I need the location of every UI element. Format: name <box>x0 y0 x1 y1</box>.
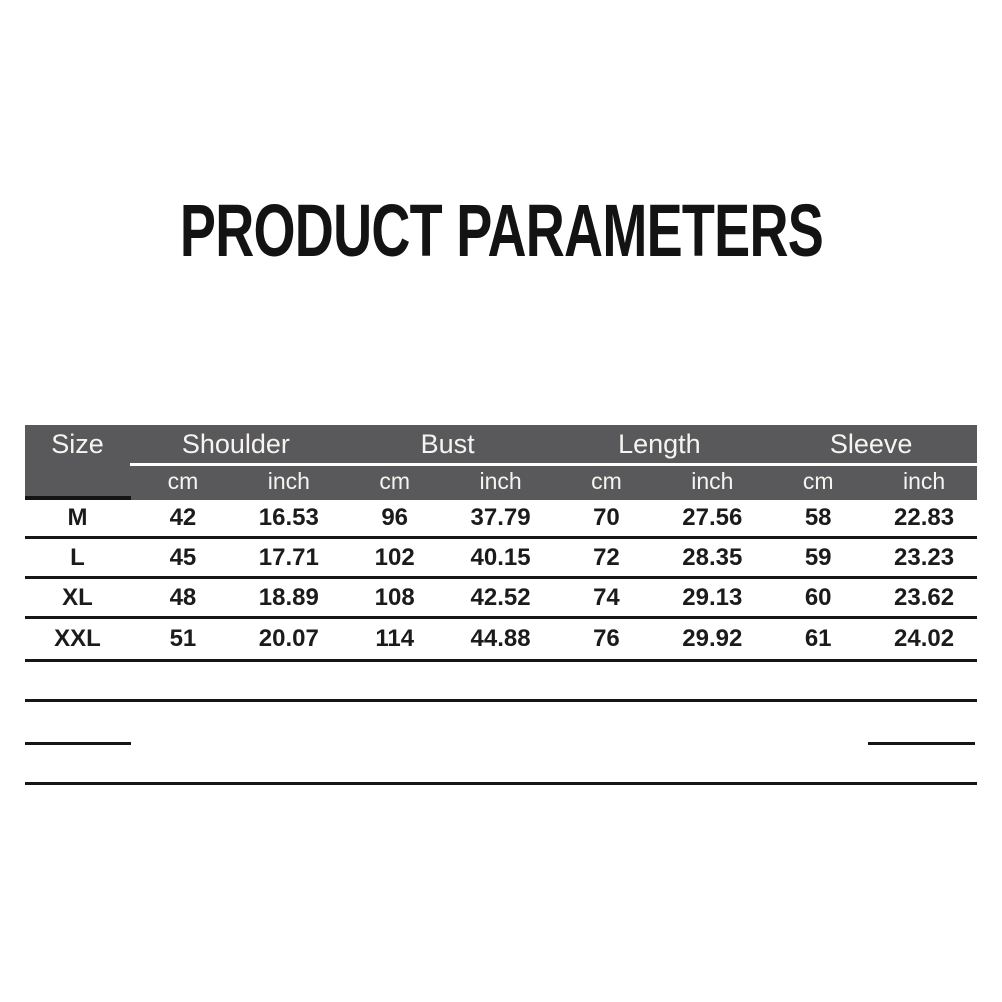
table-cell: 42.52 <box>470 583 531 611</box>
table-cell: 29.13 <box>682 583 743 611</box>
unit-header-row: cm inch cm inch cm inch cm inch <box>25 463 977 500</box>
table-cell: 61 <box>804 625 832 652</box>
table-row: M 42 16.53 96 37.79 70 27.56 58 22.83 <box>25 500 977 539</box>
table-cell: 76 <box>593 625 620 652</box>
table-cell: 44.88 <box>470 625 531 652</box>
table-cell: 102 <box>374 543 415 571</box>
table-cell: 22.83 <box>894 504 955 531</box>
column-header-bust: Bust <box>420 428 475 459</box>
unit-sleeve-cm: cm <box>802 468 834 494</box>
table-cell: 45 <box>169 543 197 571</box>
size-table: Size Shoulder Bust Length Sleeve cm inch… <box>25 425 977 785</box>
table-cell: 72 <box>593 543 620 571</box>
table-row: XXL 51 20.07 114 44.88 76 29.92 61 24.02 <box>25 619 977 662</box>
empty-row-divider <box>25 745 977 785</box>
unit-sleeve-inch: inch <box>902 468 946 494</box>
table-cell: 28.35 <box>682 543 743 571</box>
column-header-sleeve: Sleeve <box>829 428 913 459</box>
table-cell: 108 <box>374 583 415 611</box>
table-cell: 18.89 <box>258 583 319 611</box>
table-cell: 16.53 <box>258 504 319 531</box>
table-cell: 59 <box>804 543 832 571</box>
table-row: XL 48 18.89 108 42.52 74 29.13 60 23.62 <box>25 579 977 619</box>
table-cell: 29.92 <box>682 625 743 652</box>
table-cell: 60 <box>804 583 832 611</box>
size-value: XXL <box>54 625 101 652</box>
table-header: Size Shoulder Bust Length Sleeve cm inch… <box>25 425 977 500</box>
unit-bust-inch: inch <box>479 468 522 494</box>
header-divider <box>130 463 977 466</box>
unit-bust-cm: cm <box>379 468 411 494</box>
table-cell: 27.56 <box>682 504 743 531</box>
group-header-row: Size Shoulder Bust Length Sleeve <box>25 425 977 463</box>
empty-row-divider <box>25 662 977 702</box>
table-cell: 17.71 <box>258 543 319 571</box>
table-cell: 40.15 <box>470 543 531 571</box>
table-cell: 20.07 <box>258 625 319 652</box>
size-value: XL <box>62 583 93 611</box>
table-cell: 24.02 <box>894 625 955 652</box>
short-rule-right <box>868 742 975 745</box>
size-value: L <box>70 543 85 571</box>
table-cell: 58 <box>804 504 832 531</box>
table-cell: 114 <box>375 625 415 652</box>
unit-shoulder-inch: inch <box>267 468 310 494</box>
table-cell: 23.23 <box>894 543 955 571</box>
unit-length-inch: inch <box>691 468 734 494</box>
unit-shoulder-cm: cm <box>167 468 199 494</box>
empty-row-partial <box>25 702 977 745</box>
column-header-shoulder: Shoulder <box>181 428 290 459</box>
size-column-underline <box>25 496 131 500</box>
column-header-length: Length <box>618 428 701 459</box>
page-title-wrap: PRODUCT PARAMETERS <box>0 189 1002 272</box>
table-row: L 45 17.71 102 40.15 72 28.35 59 23.23 <box>25 539 977 579</box>
table-cell: 74 <box>593 583 620 611</box>
table-cell: 37.79 <box>470 504 531 531</box>
page-title: PRODUCT PARAMETERS <box>179 189 823 272</box>
table-cell: 48 <box>169 583 197 611</box>
short-rule-left <box>25 742 131 745</box>
unit-length-cm: cm <box>591 468 622 494</box>
table-cell: 23.62 <box>894 583 955 611</box>
table-cell: 51 <box>169 625 197 652</box>
table-cell: 70 <box>593 504 620 531</box>
table-cell: 96 <box>381 504 409 531</box>
column-header-size: Size <box>51 428 104 459</box>
size-value: M <box>67 504 88 531</box>
table-cell: 42 <box>169 504 197 531</box>
